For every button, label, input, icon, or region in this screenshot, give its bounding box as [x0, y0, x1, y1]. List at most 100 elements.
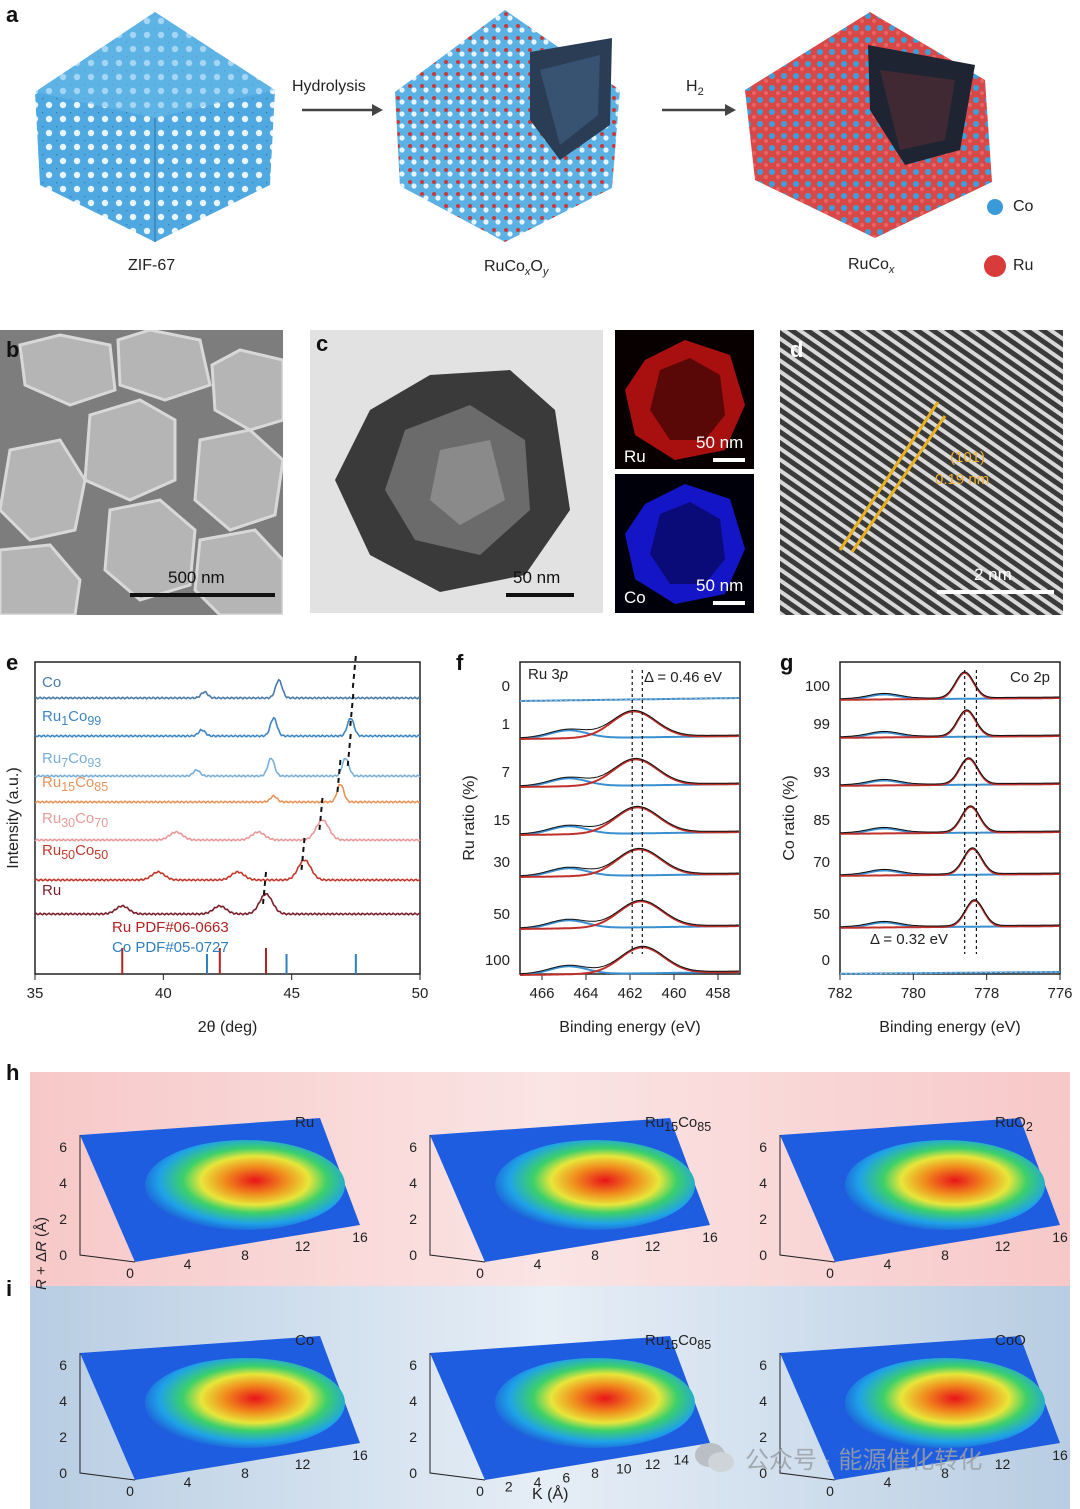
wt-h-1-xtick: 16 — [702, 1229, 718, 1245]
co2p-ratio-label: 70 — [813, 854, 830, 871]
xrd-series-label-Ru30Co70: Ru30Co70 — [42, 810, 108, 830]
wt-i-1-xtick: 6 — [562, 1470, 570, 1486]
co2p-empty — [840, 971, 1060, 975]
sem-scale-label: 500 nm — [168, 568, 225, 587]
co2p-envelope — [840, 757, 1060, 786]
ru3p-ratio-label: 0 — [502, 678, 510, 695]
wt-h-1-title: Ru15Co85 — [645, 1114, 711, 1134]
tem-image — [310, 330, 603, 613]
wt-i-2-surface-peak — [845, 1358, 1045, 1448]
ru3p-component-red — [520, 806, 739, 836]
wt-i-2-surface — [780, 1336, 1060, 1480]
ru3p-envelope — [520, 899, 739, 929]
co2p-ylabel: Co ratio (%) — [781, 775, 798, 860]
wt-i-1-xtick: 14 — [673, 1452, 689, 1468]
co2p-xps-chart: 782 780 778 776 Binding energy (eV) Co ratio … — [781, 661, 1073, 1036]
panel-label-g: g — [780, 650, 794, 675]
eds-co-label: Co — [624, 588, 646, 607]
co2p-envelope — [840, 805, 1060, 834]
panel-label-a: a — [6, 2, 19, 27]
wt-i-1-title: Ru15Co85 — [645, 1332, 711, 1352]
xrd-xtick-label: 50 — [412, 985, 429, 1002]
xrd-curve-Ru50Co50 — [34, 859, 421, 882]
panel-label-b: b — [6, 337, 20, 362]
xrd-shift-marker — [346, 733, 352, 767]
xrd-series-label-Ru15Co85: Ru15Co85 — [42, 774, 108, 794]
xrd-curve-Ru30Co70 — [34, 818, 421, 842]
wt-h-1-xtick: 8 — [591, 1247, 599, 1263]
wt-i-1-ytick: 6 — [409, 1357, 417, 1373]
xrd-curve-Co — [35, 678, 421, 700]
eds-map-co — [615, 474, 754, 613]
wt-h-0-ytick: 6 — [59, 1139, 67, 1155]
xrd-frame — [34, 661, 421, 975]
wt-h-0-surface-peak — [145, 1140, 345, 1230]
wt-i-0-xtick: 8 — [241, 1465, 249, 1481]
wt-h-2-xtick: 8 — [941, 1247, 949, 1263]
wt-i-0-ytick: 6 — [59, 1357, 67, 1373]
wt-h-1-ytick: 0 — [409, 1247, 417, 1263]
wt-h-0-ytick: 2 — [59, 1211, 67, 1227]
wt-i-2-axes — [779, 1353, 836, 1481]
lattice-spacing-label: 0.19 nm — [935, 471, 990, 488]
wt-i-1-xtick: 10 — [616, 1461, 632, 1477]
rucoxoy-label: RuCoxOy — [484, 258, 549, 279]
co2p-ratio-label: 50 — [813, 906, 830, 923]
wt-i-0-xtick: 12 — [295, 1456, 311, 1472]
co2p-component-red — [840, 847, 1060, 877]
wt-i-2-title: CoO — [995, 1332, 1026, 1349]
rucox-label: RuCox — [848, 256, 895, 277]
legend-co-marker — [987, 199, 1003, 215]
ru3p-xtick-label: 462 — [617, 985, 642, 1002]
eds-co-scale-bar — [713, 601, 745, 605]
panel-label-i: i — [6, 1276, 13, 1301]
co2p-component-red — [840, 757, 1060, 787]
zif67-structure — [35, 12, 275, 242]
wt-h-2-ytick: 2 — [759, 1211, 767, 1227]
legend-ru-label: Ru — [1013, 257, 1034, 274]
wechat-icon — [695, 1443, 734, 1472]
wt-i-1-xtick: 8 — [591, 1465, 599, 1481]
wt-h-1-xtick: 0 — [476, 1265, 484, 1281]
rucox-structure — [745, 12, 992, 238]
ru3p-envelope — [520, 847, 739, 877]
wt-h-2-ytick: 4 — [759, 1175, 767, 1191]
wt-i-1-xtick: 4 — [534, 1474, 542, 1490]
wt-h-1-surface — [430, 1118, 710, 1262]
wt-h-2-ytick: 6 — [759, 1139, 767, 1155]
wt-h-1-xtick: 12 — [645, 1238, 661, 1254]
xrd-series-label-Ru: Ru — [42, 882, 61, 899]
ru3p-xps-chart: 466 464 462 460 458 Binding energy (eV) Ru rat… — [461, 661, 741, 1036]
wt-i-0-xtick: 0 — [126, 1483, 134, 1499]
wt-i-0-surface — [80, 1336, 360, 1480]
eds-ru-label: Ru — [624, 447, 646, 466]
wt-h-0-ytick: 0 — [59, 1247, 67, 1263]
ru3p-xlabel: Binding energy (eV) — [559, 1019, 700, 1036]
co2p-frame — [839, 661, 1061, 975]
co2p-component-red — [840, 709, 1060, 739]
xrd-shift-marker — [262, 871, 267, 905]
ru3p-xtick-label: 464 — [573, 985, 598, 1002]
wt-i-2-xtick: 12 — [995, 1456, 1011, 1472]
wt-h-2-axes — [779, 1135, 836, 1263]
co2p-delta-label: Δ = 0.32 eV — [870, 931, 948, 948]
legend-co-label: Co — [1013, 198, 1034, 215]
panel-label-h: h — [6, 1060, 20, 1085]
xrd-xlabel: 2θ (deg) — [198, 1019, 258, 1036]
ru3p-component-red — [520, 758, 739, 788]
hrtem-scale-bar — [937, 590, 1054, 594]
co2p-ratio-label: 0 — [822, 952, 830, 969]
sem-image — [0, 330, 283, 615]
panel-label-f: f — [456, 650, 464, 675]
wt-i-1-ytick: 4 — [409, 1393, 417, 1409]
hydrolysis-label: Hydrolysis — [292, 78, 366, 95]
wt-h-0-surface — [80, 1118, 360, 1262]
co2p-xtick-label: 776 — [1047, 985, 1072, 1002]
ru3p-empty — [520, 697, 739, 702]
hrtem-scale-label: 2 nm — [974, 565, 1012, 584]
ru3p-component-red — [520, 710, 739, 740]
ru3p-component-red — [520, 900, 739, 930]
wt-i-0-axes — [79, 1353, 136, 1481]
legend-ru-marker — [984, 255, 1006, 277]
wt-h-2-xtick: 4 — [884, 1256, 892, 1272]
